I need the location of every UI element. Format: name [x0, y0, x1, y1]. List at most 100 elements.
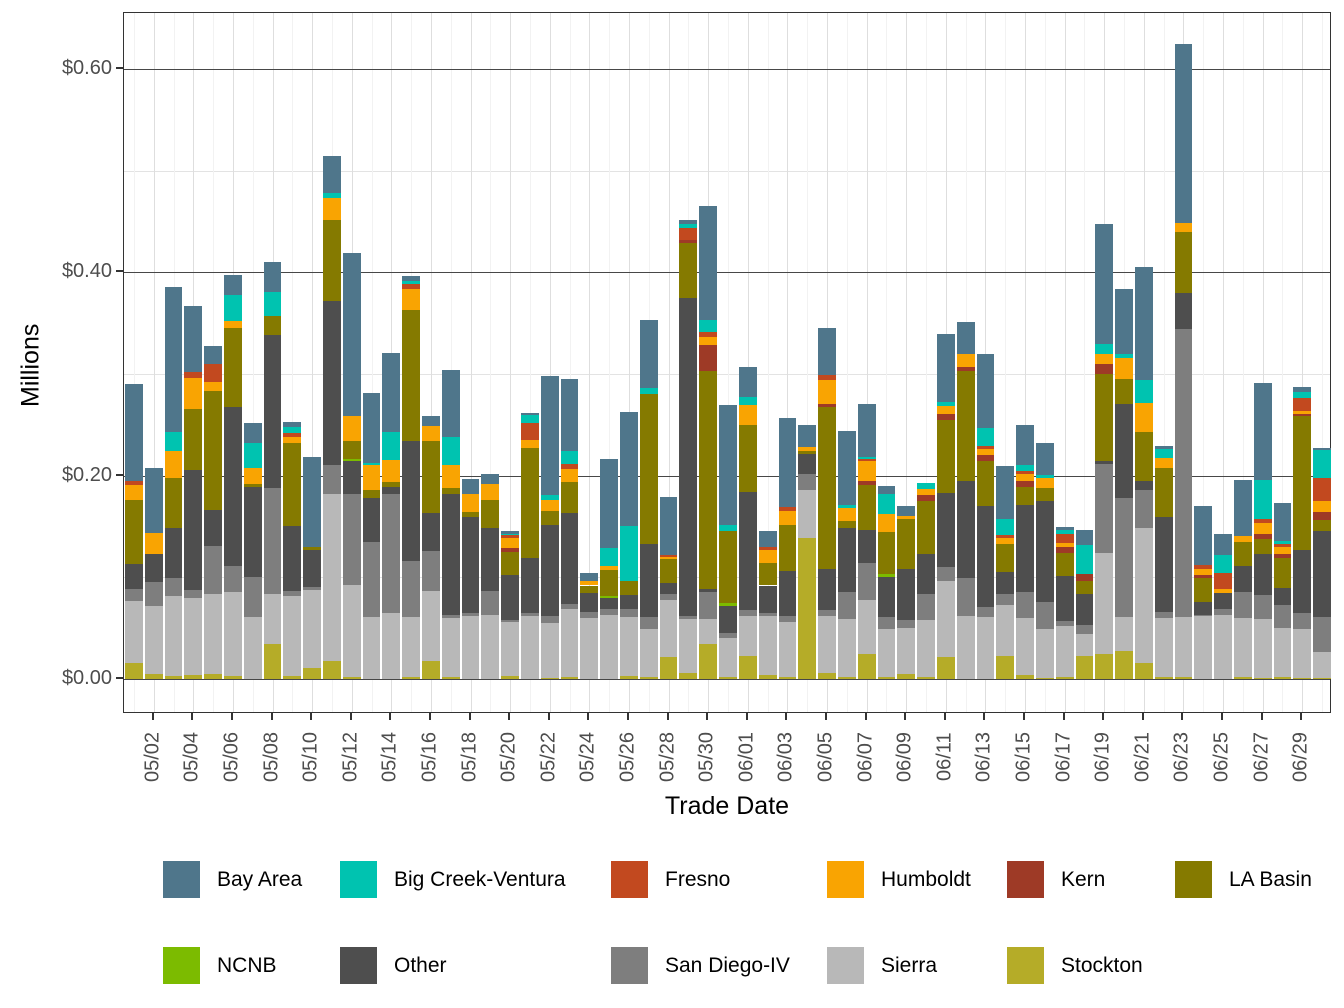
bar-segment-fresno[interactable]: [1273, 543, 1292, 547]
bar-segment-big-creek-ventura[interactable]: [996, 519, 1015, 535]
bar-segment-san-diego-iv[interactable]: [204, 545, 222, 594]
bar-segment-san-diego-iv[interactable]: [382, 494, 401, 613]
bar-segment-san-diego-iv[interactable]: [956, 578, 975, 616]
bar-segment-fresno[interactable]: [1194, 565, 1213, 570]
bar-segment-sierra[interactable]: [1174, 617, 1193, 677]
bar-segment-bay-area[interactable]: [441, 370, 460, 438]
stacked-bar-05/28[interactable]: [659, 13, 678, 679]
bar-segment-humboldt[interactable]: [402, 288, 421, 311]
stacked-bar-05/03[interactable]: [164, 13, 183, 679]
bar-segment-san-diego-iv[interactable]: [540, 615, 559, 624]
bar-segment-other[interactable]: [441, 494, 460, 615]
bar-segment-sierra[interactable]: [501, 622, 520, 676]
bar-segment-fresno[interactable]: [1055, 533, 1074, 543]
bar-segment-big-creek-ventura[interactable]: [521, 414, 539, 423]
bar-segment-other[interactable]: [877, 577, 896, 617]
bar-segment-stockton[interactable]: [1016, 674, 1034, 679]
bar-segment-la-basin[interactable]: [1174, 231, 1193, 293]
bar-segment-sierra[interactable]: [1134, 527, 1153, 663]
bar-segment-stockton[interactable]: [699, 644, 718, 679]
bar-segment-sierra[interactable]: [184, 597, 203, 675]
bar-segment-sierra[interactable]: [1313, 651, 1331, 678]
bar-segment-big-creek-ventura[interactable]: [164, 432, 183, 452]
bar-segment-la-basin[interactable]: [540, 511, 559, 525]
bar-segment-humboldt[interactable]: [184, 378, 203, 409]
bar-segment-other[interactable]: [719, 605, 737, 634]
stacked-bar-05/10[interactable]: [303, 13, 322, 679]
bar-segment-la-basin[interactable]: [303, 546, 322, 550]
bar-segment-bay-area[interactable]: [1253, 383, 1272, 480]
bar-segment-bay-area[interactable]: [164, 286, 183, 432]
bar-segment-big-creek-ventura[interactable]: [719, 524, 737, 531]
bar-segment-la-basin[interactable]: [837, 521, 856, 528]
bar-segment-other[interactable]: [837, 527, 856, 592]
bar-segment-stockton[interactable]: [818, 672, 836, 679]
bar-segment-stockton[interactable]: [1293, 677, 1312, 679]
bar-segment-other[interactable]: [1016, 505, 1034, 592]
bar-segment-san-diego-iv[interactable]: [1095, 463, 1114, 553]
stacked-bar-05/29[interactable]: [679, 13, 698, 679]
bar-segment-other[interactable]: [224, 406, 242, 567]
bar-segment-other[interactable]: [521, 558, 539, 613]
bar-segment-la-basin[interactable]: [243, 483, 262, 487]
bar-segment-bay-area[interactable]: [422, 415, 440, 426]
stacked-bar-06/09[interactable]: [897, 13, 916, 679]
bar-segment-sierra[interactable]: [778, 622, 797, 677]
bar-segment-la-basin[interactable]: [1313, 520, 1331, 531]
bar-segment-humboldt[interactable]: [540, 500, 559, 512]
bar-segment-big-creek-ventura[interactable]: [857, 457, 876, 460]
stacked-bar-06/05[interactable]: [818, 13, 836, 679]
bar-segment-san-diego-iv[interactable]: [243, 577, 262, 617]
bar-segment-other[interactable]: [402, 441, 421, 562]
bar-segment-other[interactable]: [798, 454, 817, 474]
bar-segment-la-basin[interactable]: [224, 328, 242, 407]
stacked-bar-06/27[interactable]: [1253, 13, 1272, 679]
bar-segment-bay-area[interactable]: [263, 262, 282, 292]
stacked-bar-05/11[interactable]: [323, 13, 341, 679]
bar-segment-la-basin[interactable]: [481, 500, 500, 528]
stacked-bar-05/06[interactable]: [224, 13, 242, 679]
bar-segment-san-diego-iv[interactable]: [679, 615, 698, 620]
bar-segment-stockton[interactable]: [1313, 677, 1331, 679]
bar-segment-bay-area[interactable]: [936, 334, 955, 402]
bar-segment-san-diego-iv[interactable]: [917, 593, 935, 621]
bar-segment-other[interactable]: [1095, 461, 1114, 464]
bar-segment-bay-area[interactable]: [461, 478, 480, 494]
bar-segment-other[interactable]: [323, 300, 341, 465]
bar-segment-san-diego-iv[interactable]: [699, 591, 718, 620]
bar-segment-humboldt[interactable]: [996, 537, 1015, 544]
legend-item-la-basin[interactable]: LA Basin: [1175, 861, 1312, 898]
bar-segment-sierra[interactable]: [164, 595, 183, 676]
bar-segment-fresno[interactable]: [778, 507, 797, 512]
bar-segment-bay-area[interactable]: [303, 457, 322, 547]
stacked-bar-06/07[interactable]: [857, 13, 876, 679]
stacked-bar-05/25[interactable]: [600, 13, 619, 679]
bar-segment-bay-area[interactable]: [1293, 387, 1312, 393]
bar-segment-other[interactable]: [778, 571, 797, 616]
stacked-bar-06/24[interactable]: [1194, 13, 1213, 679]
bar-segment-humboldt[interactable]: [798, 447, 817, 452]
bar-segment-bay-area[interactable]: [580, 573, 599, 582]
bar-segment-bay-area[interactable]: [996, 465, 1015, 520]
stacked-bar-05/27[interactable]: [639, 13, 658, 679]
bar-segment-sierra[interactable]: [917, 620, 935, 677]
legend-item-sierra[interactable]: Sierra: [827, 947, 937, 984]
bar-segment-la-basin[interactable]: [204, 391, 222, 511]
bar-segment-other[interactable]: [1194, 601, 1213, 615]
bar-segment-sierra[interactable]: [1016, 618, 1034, 675]
bar-segment-la-basin[interactable]: [897, 519, 916, 570]
bar-segment-stockton[interactable]: [897, 673, 916, 679]
bar-segment-san-diego-iv[interactable]: [303, 586, 322, 590]
stacked-bar-05/04[interactable]: [184, 13, 203, 679]
bar-segment-bay-area[interactable]: [1115, 288, 1133, 354]
bar-segment-sierra[interactable]: [758, 615, 777, 675]
bar-segment-la-basin[interactable]: [1253, 538, 1272, 554]
stacked-bar-05/19[interactable]: [481, 13, 500, 679]
bar-segment-kern[interactable]: [857, 480, 876, 485]
bar-segment-sierra[interactable]: [837, 619, 856, 677]
bar-segment-la-basin[interactable]: [719, 530, 737, 603]
bar-segment-bay-area[interactable]: [679, 219, 698, 224]
stacked-bar-06/21[interactable]: [1134, 13, 1153, 679]
bar-segment-other[interactable]: [580, 592, 599, 612]
bar-segment-la-basin[interactable]: [382, 481, 401, 487]
